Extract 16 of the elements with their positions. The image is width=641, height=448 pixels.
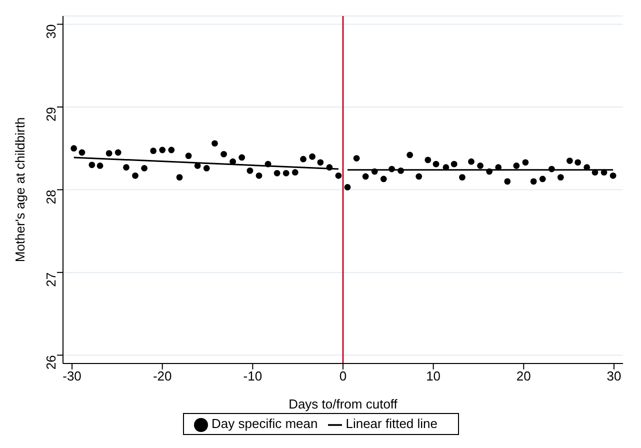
y-axis-title: Mother's age at childbirth xyxy=(12,117,28,262)
x-tick-label: 20 xyxy=(516,368,531,384)
y-tick-label: 26 xyxy=(44,355,59,370)
x-tick-label: 0 xyxy=(339,368,347,384)
y-tick-label: 28 xyxy=(44,190,59,204)
x-axis-title: Days to/from cutoff xyxy=(288,396,398,412)
legend-label: Day specific mean xyxy=(212,416,318,432)
x-tick-label: 30 xyxy=(606,368,622,384)
y-tick-label: 27 xyxy=(44,272,59,287)
legend-label: Linear fitted line xyxy=(346,416,438,432)
x-tick-label: -20 xyxy=(152,368,172,384)
x-tick-label: -30 xyxy=(62,368,82,384)
y-tick-label: 30 xyxy=(44,24,59,39)
y-tick-label: 29 xyxy=(44,106,59,122)
x-tick-label: -10 xyxy=(243,368,262,384)
x-tick-label: 10 xyxy=(426,368,441,384)
